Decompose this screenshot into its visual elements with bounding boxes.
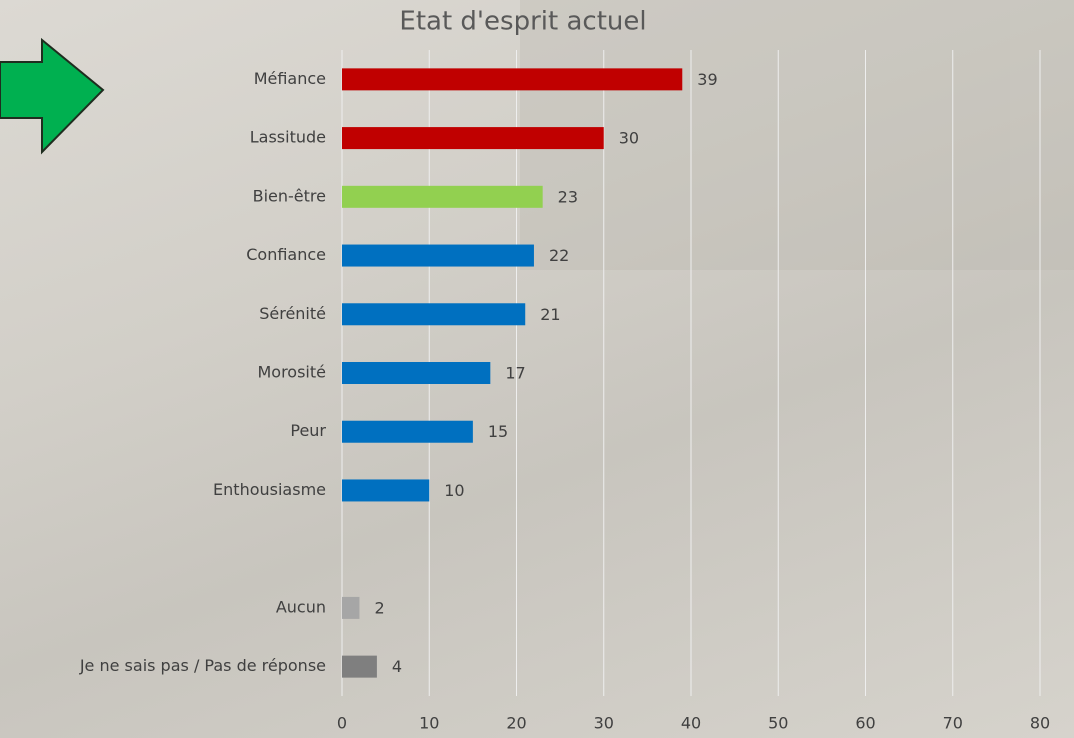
- x-tick-label: 80: [1030, 714, 1050, 733]
- bar: [342, 303, 525, 325]
- value-label: 21: [540, 305, 560, 324]
- bar: [342, 127, 604, 149]
- y-tick-label: Peur: [290, 421, 326, 440]
- y-tick-label: Méfiance: [254, 69, 326, 88]
- value-label: 2: [374, 598, 384, 617]
- value-label: 39: [697, 70, 717, 89]
- bar: [342, 245, 534, 267]
- value-label: 22: [549, 246, 569, 265]
- value-label: 10: [444, 481, 464, 500]
- y-tick-label: Confiance: [246, 245, 326, 264]
- bar: [342, 656, 377, 678]
- x-tick-label: 50: [768, 714, 788, 733]
- x-tick-label: 10: [419, 714, 439, 733]
- value-label: 23: [558, 187, 578, 206]
- x-tick-label: 20: [506, 714, 526, 733]
- value-label: 4: [392, 657, 402, 676]
- bar: [342, 68, 682, 90]
- slide: Etat d'esprit actuel 0 10 20 30 40 50 60 70 80 Mé…: [0, 0, 1074, 738]
- value-label: 15: [488, 422, 508, 441]
- chart: Etat d'esprit actuel 0 10 20 30 40 50 60 70 80 Mé…: [0, 0, 1074, 738]
- y-tick-label: Enthousiasme: [213, 480, 326, 499]
- y-tick-label: Lassitude: [250, 128, 326, 147]
- value-label: 17: [505, 364, 525, 383]
- bar: [342, 362, 490, 384]
- x-tick-label: 0: [337, 714, 347, 733]
- x-tick-label: 60: [855, 714, 875, 733]
- x-tick-label: 70: [943, 714, 963, 733]
- chart-title: Etat d'esprit actuel: [399, 7, 646, 37]
- y-tick-label: Morosité: [257, 363, 326, 382]
- bar: [342, 597, 359, 619]
- arrow: [0, 40, 103, 152]
- y-tick-label: Je ne sais pas / Pas de réponse: [79, 656, 326, 675]
- y-tick-label: Bien-être: [253, 186, 326, 205]
- value-label: 30: [619, 129, 639, 148]
- bar: [342, 421, 473, 443]
- y-tick-label: Sérénité: [259, 304, 326, 323]
- x-tick-label: 30: [594, 714, 614, 733]
- bar: [342, 479, 429, 501]
- x-tick-label: 40: [681, 714, 701, 733]
- bar: [342, 186, 543, 208]
- y-tick-label: Aucun: [276, 597, 326, 616]
